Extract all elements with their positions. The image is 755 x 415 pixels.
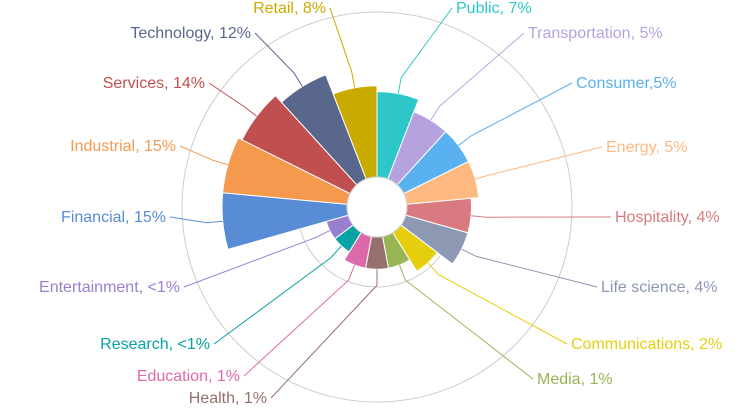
- label-communications: Communications, 2%: [571, 336, 722, 353]
- label-health: Health, 1%: [189, 390, 267, 407]
- label-technology: Technology, 12%: [130, 25, 251, 42]
- leader-consumer: [458, 82, 573, 146]
- leader-energy: [475, 146, 603, 180]
- leader-research: [213, 245, 342, 345]
- label-hospitality: Hospitality, 4%: [615, 209, 720, 226]
- label-transportation: Transportation, 5%: [528, 25, 663, 42]
- label-education: Education, 1%: [137, 368, 240, 385]
- center-hole: [346, 176, 408, 238]
- label-research: Research, <1%: [100, 336, 210, 353]
- leader-financial: [169, 216, 223, 224]
- label-financial: Financial, 15%: [61, 209, 166, 226]
- leader-industrial: [179, 145, 229, 166]
- label-entertainment: Entertainment, <1%: [39, 279, 180, 296]
- leader-life-science: [461, 248, 598, 288]
- leader-media: [399, 264, 534, 380]
- grid-circle: [181, 11, 573, 403]
- label-public: Public, 7%: [456, 0, 532, 17]
- leader-entertainment: [183, 230, 330, 288]
- leader-public: [397, 7, 453, 94]
- leader-health: [270, 269, 378, 399]
- leader-education: [243, 264, 355, 377]
- label-services: Services, 14%: [103, 75, 205, 92]
- chart-leader-lines: [169, 7, 612, 399]
- label-industrial: Industrial, 15%: [70, 138, 176, 155]
- leader-retail: [329, 7, 356, 88]
- leader-services: [208, 82, 257, 117]
- label-energy: Energy, 5%: [606, 139, 688, 156]
- label-life-science: Life science, 4%: [601, 279, 718, 296]
- leader-technology: [254, 32, 303, 87]
- chart-slices: [221, 74, 480, 273]
- label-media: Media, 1%: [537, 371, 613, 388]
- leader-communications: [427, 262, 568, 345]
- label-consumer: Consumer,5%: [576, 75, 677, 92]
- chart-labels: Public, 7% Transportation, 5% Consumer,5% E…: [39, 0, 722, 407]
- leader-hospitality: [471, 215, 612, 218]
- label-retail: Retail, 8%: [253, 0, 326, 17]
- leader-transportation: [430, 32, 525, 121]
